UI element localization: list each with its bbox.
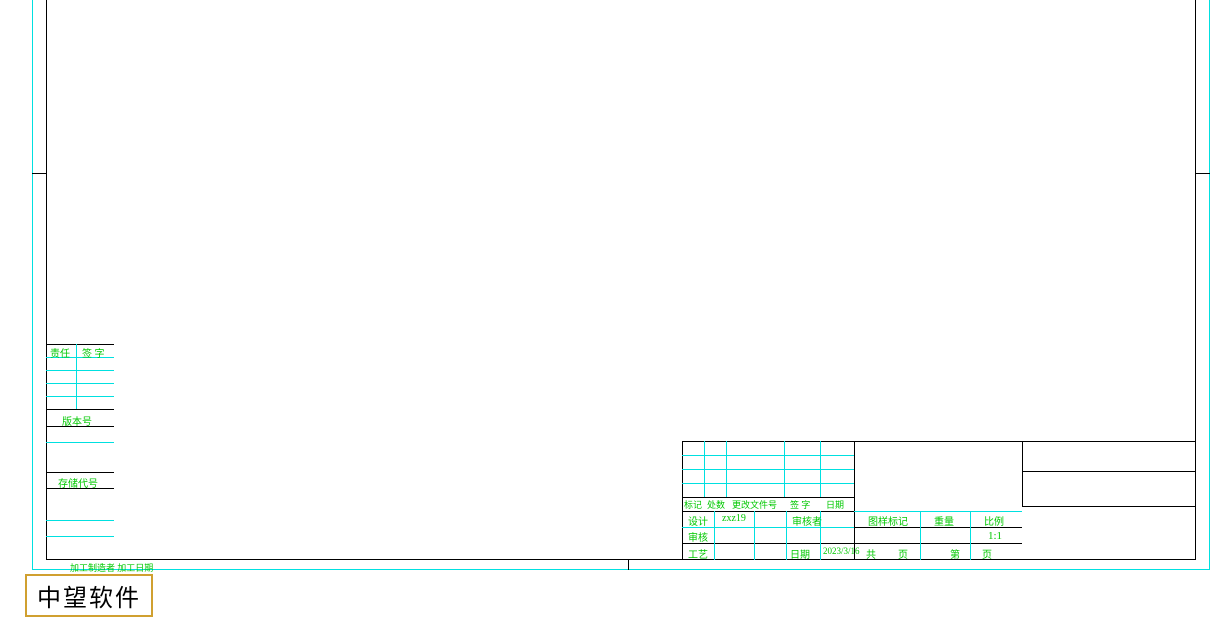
- row0-chk: 审核者: [792, 513, 822, 528]
- watermark-badge: 中望软件: [25, 574, 153, 617]
- tb-hdr-4: 日期: [826, 498, 844, 511]
- tb-hdr-2: 更改文件号: [732, 498, 777, 511]
- tb-hdr-3: 签 字: [790, 498, 810, 511]
- title-block: 标记 处数 更改文件号 签 字 日期 设计 zxz19 审核者 审核 工艺 日期…: [682, 441, 1196, 560]
- sheet-3: 第: [950, 546, 960, 561]
- row2-date: 2023/3/16: [823, 546, 860, 556]
- left-hdr-1: 责任: [50, 345, 70, 360]
- row2-chk: 日期: [790, 546, 810, 561]
- tb-hdr-1: 处数: [707, 498, 725, 511]
- row0-name: zxz19: [722, 513, 746, 524]
- storage-label: 存储代号: [58, 475, 98, 490]
- row1-role: 审核: [688, 529, 708, 544]
- mid-lbl3: 比例: [984, 513, 1004, 528]
- sheet-4: 页: [982, 546, 992, 561]
- footer-small: 加工制造者 加工日期: [70, 561, 153, 574]
- tb-hdr-0: 标记: [684, 498, 702, 511]
- sheet-1: 共: [866, 546, 876, 561]
- left-hdr-2: 签 字: [82, 345, 105, 360]
- scale-val: 1:1: [988, 530, 1002, 542]
- mid-lbl2: 重量: [934, 513, 954, 528]
- row0-role: 设计: [688, 513, 708, 528]
- mid-lbl1: 图样标记: [868, 513, 908, 528]
- sheet-2: 页: [898, 546, 908, 561]
- tick-right: [1196, 173, 1210, 174]
- watermark-text: 中望软件: [37, 586, 141, 612]
- version-label: 版本号: [62, 413, 92, 428]
- tick-left: [32, 173, 46, 174]
- row2-role: 工艺: [688, 546, 708, 561]
- tick-bottom: [628, 560, 629, 570]
